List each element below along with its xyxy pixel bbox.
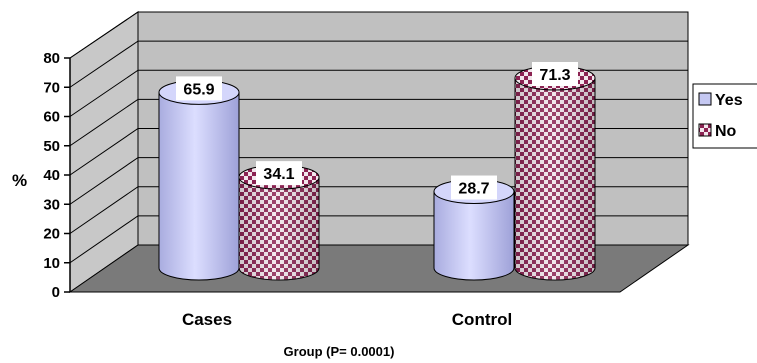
bar-shade-control-no bbox=[515, 78, 595, 280]
data-labels: 65.9 34.1 28.7 71.3 bbox=[176, 62, 578, 200]
gridline-40 bbox=[69, 128, 688, 176]
data-label-box-control-yes bbox=[451, 175, 497, 200]
legend-label-no: No bbox=[715, 123, 737, 140]
bar-body-control-yes bbox=[433, 191, 515, 281]
x-axis-title: Group (P= 0.0001) bbox=[284, 344, 395, 359]
y-tick-label-40: 40 bbox=[43, 167, 60, 184]
y-tick-label-20: 20 bbox=[43, 226, 60, 243]
legend: Yes No bbox=[692, 83, 757, 149]
y-tick-label-70: 70 bbox=[43, 79, 60, 96]
y-tick-label-50: 50 bbox=[43, 138, 60, 155]
gridline-50 bbox=[69, 98, 688, 147]
gridline-80 bbox=[69, 11, 688, 59]
data-label-box-cases-no bbox=[256, 161, 302, 186]
y-tick-label-80: 80 bbox=[43, 50, 60, 67]
gridline-60 bbox=[69, 69, 688, 117]
gridline-70 bbox=[69, 40, 688, 88]
legend-label-yes: Yes bbox=[715, 92, 743, 109]
bar-body-cases-yes bbox=[158, 91, 240, 281]
y-axis-ticks: 0 10 20 30 40 50 60 70 80 bbox=[43, 50, 60, 301]
category-label-cases: Cases bbox=[182, 310, 232, 329]
legend-swatch-yes bbox=[698, 92, 712, 106]
y-axis-title: % bbox=[12, 171, 27, 190]
gridline-30 bbox=[69, 157, 688, 205]
data-label-control-no: 71.3 bbox=[539, 67, 570, 84]
legend-swatch-no bbox=[698, 123, 712, 137]
data-label-control-yes: 28.7 bbox=[458, 181, 489, 198]
y-tick-label-60: 60 bbox=[43, 109, 60, 126]
y-tick-label-10: 10 bbox=[43, 255, 60, 272]
data-label-cases-yes: 65.9 bbox=[183, 81, 214, 98]
data-label-cases-no: 34.1 bbox=[263, 166, 294, 183]
bar-shade-cases-no bbox=[239, 177, 319, 280]
data-label-box-cases-yes bbox=[176, 76, 222, 101]
bar-cases-yes bbox=[158, 79, 240, 281]
bar-control-no bbox=[514, 65, 596, 281]
y-tick-label-0: 0 bbox=[52, 284, 60, 301]
data-label-box-control-no bbox=[532, 62, 578, 86]
y-tick-label-30: 30 bbox=[43, 196, 60, 213]
category-label-control: Control bbox=[452, 310, 512, 329]
